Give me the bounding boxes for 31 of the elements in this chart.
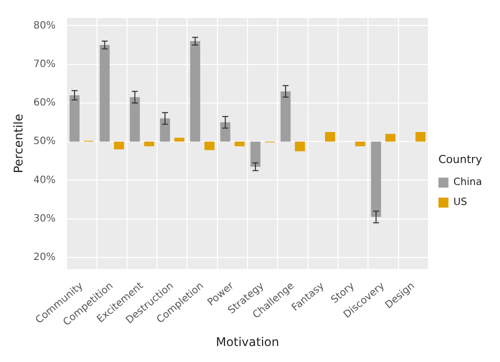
bar: [385, 134, 396, 142]
bar: [174, 138, 184, 142]
legend-title: Country: [438, 152, 483, 166]
bar: [234, 142, 245, 146]
bar: [355, 142, 366, 146]
bar: [280, 91, 291, 142]
y-tick-label: 30%: [33, 213, 56, 224]
bar: [70, 95, 80, 142]
bar: [100, 45, 110, 142]
y-tick-label: 70%: [33, 58, 56, 70]
bar: [294, 142, 305, 152]
bar: [204, 142, 214, 150]
bar: [371, 142, 382, 217]
y-tick-label: 20%: [33, 252, 56, 264]
legend-label: China: [453, 177, 482, 188]
y-tick-label: 80%: [33, 20, 56, 32]
bar: [114, 142, 124, 150]
bar: [416, 132, 426, 142]
bar: [220, 122, 230, 142]
bar: [250, 142, 260, 167]
x-axis-title: Motivation: [216, 334, 280, 349]
bar: [130, 97, 140, 142]
bar: [160, 118, 170, 142]
y-tick-label: 60%: [33, 98, 56, 109]
bar: [190, 41, 200, 142]
legend-label: US: [453, 197, 468, 208]
bar: [144, 142, 154, 146]
y-tick-label: 40%: [33, 174, 56, 186]
y-tick-label: 50%: [33, 136, 56, 148]
bar: [325, 132, 336, 142]
y-axis-title: Percentile: [11, 114, 26, 174]
